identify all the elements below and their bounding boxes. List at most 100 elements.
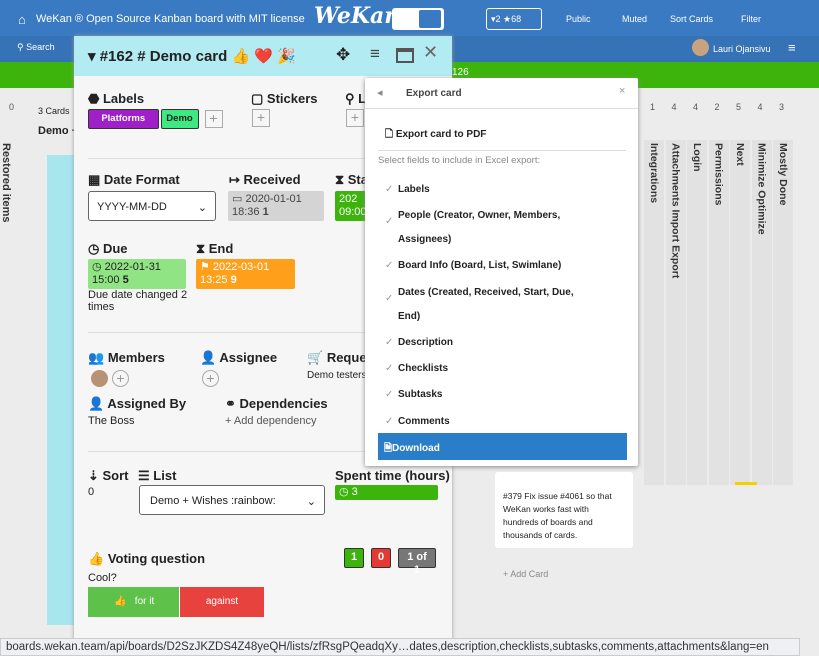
export-field[interactable]: ✓ Checklists [385,362,449,374]
list-select[interactable]: Demo + Wishes :rainbow: ⌄ [139,485,325,515]
end-badge[interactable]: ⚑ 2022-03-01 13:25 9 [196,259,295,289]
list-column [730,140,750,485]
list: ☰ List [138,468,177,483]
list-title: Next [734,143,746,166]
add-member[interactable]: + [112,370,129,387]
export-field[interactable]: ✓ Description [385,336,454,348]
date-format: ▦ Date Format [88,172,180,187]
export-field[interactable]: ✓ Board Info (Board, List, Swimlane) [385,260,562,272]
menu[interactable]: ≡ [788,40,796,55]
export-popup: ◂ Export card × 🗋 Export card to PDF Sel… [365,78,638,466]
export-field[interactable]: ✓ Subtasks [385,389,443,401]
sort-value: 0 [88,486,95,498]
assigned-by-text: Assigned By [107,396,187,411]
start-time: 09:00 [339,206,367,218]
sort: ⇣ Sort [88,468,129,483]
start: ⧗ Sta [335,172,368,187]
field-label: Comments [398,415,450,427]
download-button[interactable]: 🗎Download [378,433,627,460]
vote-against-button[interactable]: against [180,587,264,617]
maximize[interactable] [396,48,414,63]
sort[interactable]: Sort Cards [670,14,714,24]
sort-text: Sort [102,468,129,483]
date-format-value: YYYY-MM-DD [97,201,167,213]
card-title: # Demo card 👍 ❤️ 🎉 [137,48,296,65]
field-label: People (Creator, Owner, Members, Assigne… [398,210,561,246]
popup-close[interactable]: × [619,85,626,97]
label[interactable]: Demo [160,109,199,129]
divider [88,332,438,333]
export-field[interactable]: ✓ Comments [385,415,450,427]
cards-count: 3 Cards [38,106,70,116]
assignee-text: Assignee [219,350,278,365]
voting-text: Voting question [107,551,206,566]
notifications[interactable]: Muted [622,14,648,24]
list-count: 4 [693,102,699,112]
assigned-by-value: The Boss [88,415,135,427]
dependencies: ⚭ Dependencies [225,396,328,411]
card-number: #162 [99,48,134,65]
search[interactable]: ⚲ Search [17,42,55,52]
start-text: Sta [347,172,368,187]
add-sticker[interactable]: + [252,109,270,127]
list-text: List [153,468,177,483]
add-card[interactable]: + Add Card [503,569,549,579]
add-label[interactable]: + [204,110,223,128]
home-icon[interactable]: ⌂ [18,12,26,27]
export-pdf-text: Export card to PDF [395,129,487,140]
user[interactable]: Lauri Ojansivu [713,44,771,54]
label[interactable]: Platforms [88,109,159,129]
move[interactable]: ✥ [336,45,351,64]
add-dependency[interactable]: + Add dependency [225,415,317,427]
list-title: Attachments Import Export [669,143,682,279]
spent-value: 3 [351,486,358,498]
board-title[interactable]: WeKan ® Open Source Kanban board with MI… [36,13,305,25]
mini-card[interactable]: #379 Fix issue #4061 so that WeKan works… [495,472,633,548]
list-column [708,140,729,485]
list-column [773,140,793,485]
export-field[interactable]: ✓ People (Creator, Owner, Members, Assign… [385,210,561,246]
export-field[interactable]: ✓ Dates (Created, Received, Start, Due, E… [385,286,574,322]
add-assignee[interactable]: + [202,370,219,387]
list-count: 3 [779,102,785,112]
dependencies-text: Dependencies [239,396,328,411]
filter[interactable]: Filter [741,14,761,24]
export-field[interactable]: ✓ Labels [385,184,430,195]
watch-star[interactable]: ▾2 ★68 [486,8,542,30]
votes-against: 0 [371,548,391,568]
member-avatar[interactable] [91,370,108,387]
divider [365,108,638,109]
divider [378,150,626,151]
end-text: End [208,241,234,256]
received-value: 2020-01-01 18:36 [232,193,302,218]
export-hint: Select fields to include in Excel export… [378,155,541,166]
close[interactable]: ✕ [423,42,439,62]
due-badge[interactable]: ◷ 2022-01-31 15:00 5 [88,259,186,289]
hamburger[interactable]: ≡ [370,44,380,63]
list-count: 4 [671,102,677,112]
search-label: Search [26,42,55,52]
visibility[interactable]: Public [566,14,591,24]
list-title: Demo + [38,125,79,137]
export-pdf[interactable]: 🗋 Export card to PDF [385,129,487,140]
vote-for-button[interactable]: 👍 for it [88,587,179,617]
card-title-row: ▾ #162 # Demo card 👍 ❤️ 🎉 [88,48,296,65]
spent-badge[interactable]: ◷ 3 [335,485,438,500]
date-format-select[interactable]: YYYY-MM-DD ⌄ [88,191,216,221]
members-text: Members [107,350,165,365]
list-column [687,140,707,485]
lists-text: L [358,91,367,106]
received-badge[interactable]: ▭ 2020-01-01 18:36 1 [228,191,324,221]
lists-heading: ⚲ L [345,91,367,106]
vote-for: for it [134,596,155,607]
indicator [735,482,757,485]
view-toggle[interactable] [392,8,444,30]
avatar[interactable] [692,39,709,56]
list-column [751,140,772,485]
list-count: 5 [736,102,742,112]
add-list[interactable]: + [346,109,364,127]
end-count: 9 [230,274,237,286]
field-label: Board Info (Board, List, Swimlane) [398,260,562,272]
back[interactable]: ◂ [377,87,383,99]
logo[interactable]: WeKan [314,3,401,29]
